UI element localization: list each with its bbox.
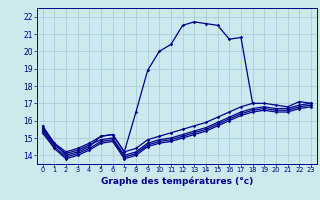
- X-axis label: Graphe des températures (°c): Graphe des températures (°c): [101, 176, 253, 186]
